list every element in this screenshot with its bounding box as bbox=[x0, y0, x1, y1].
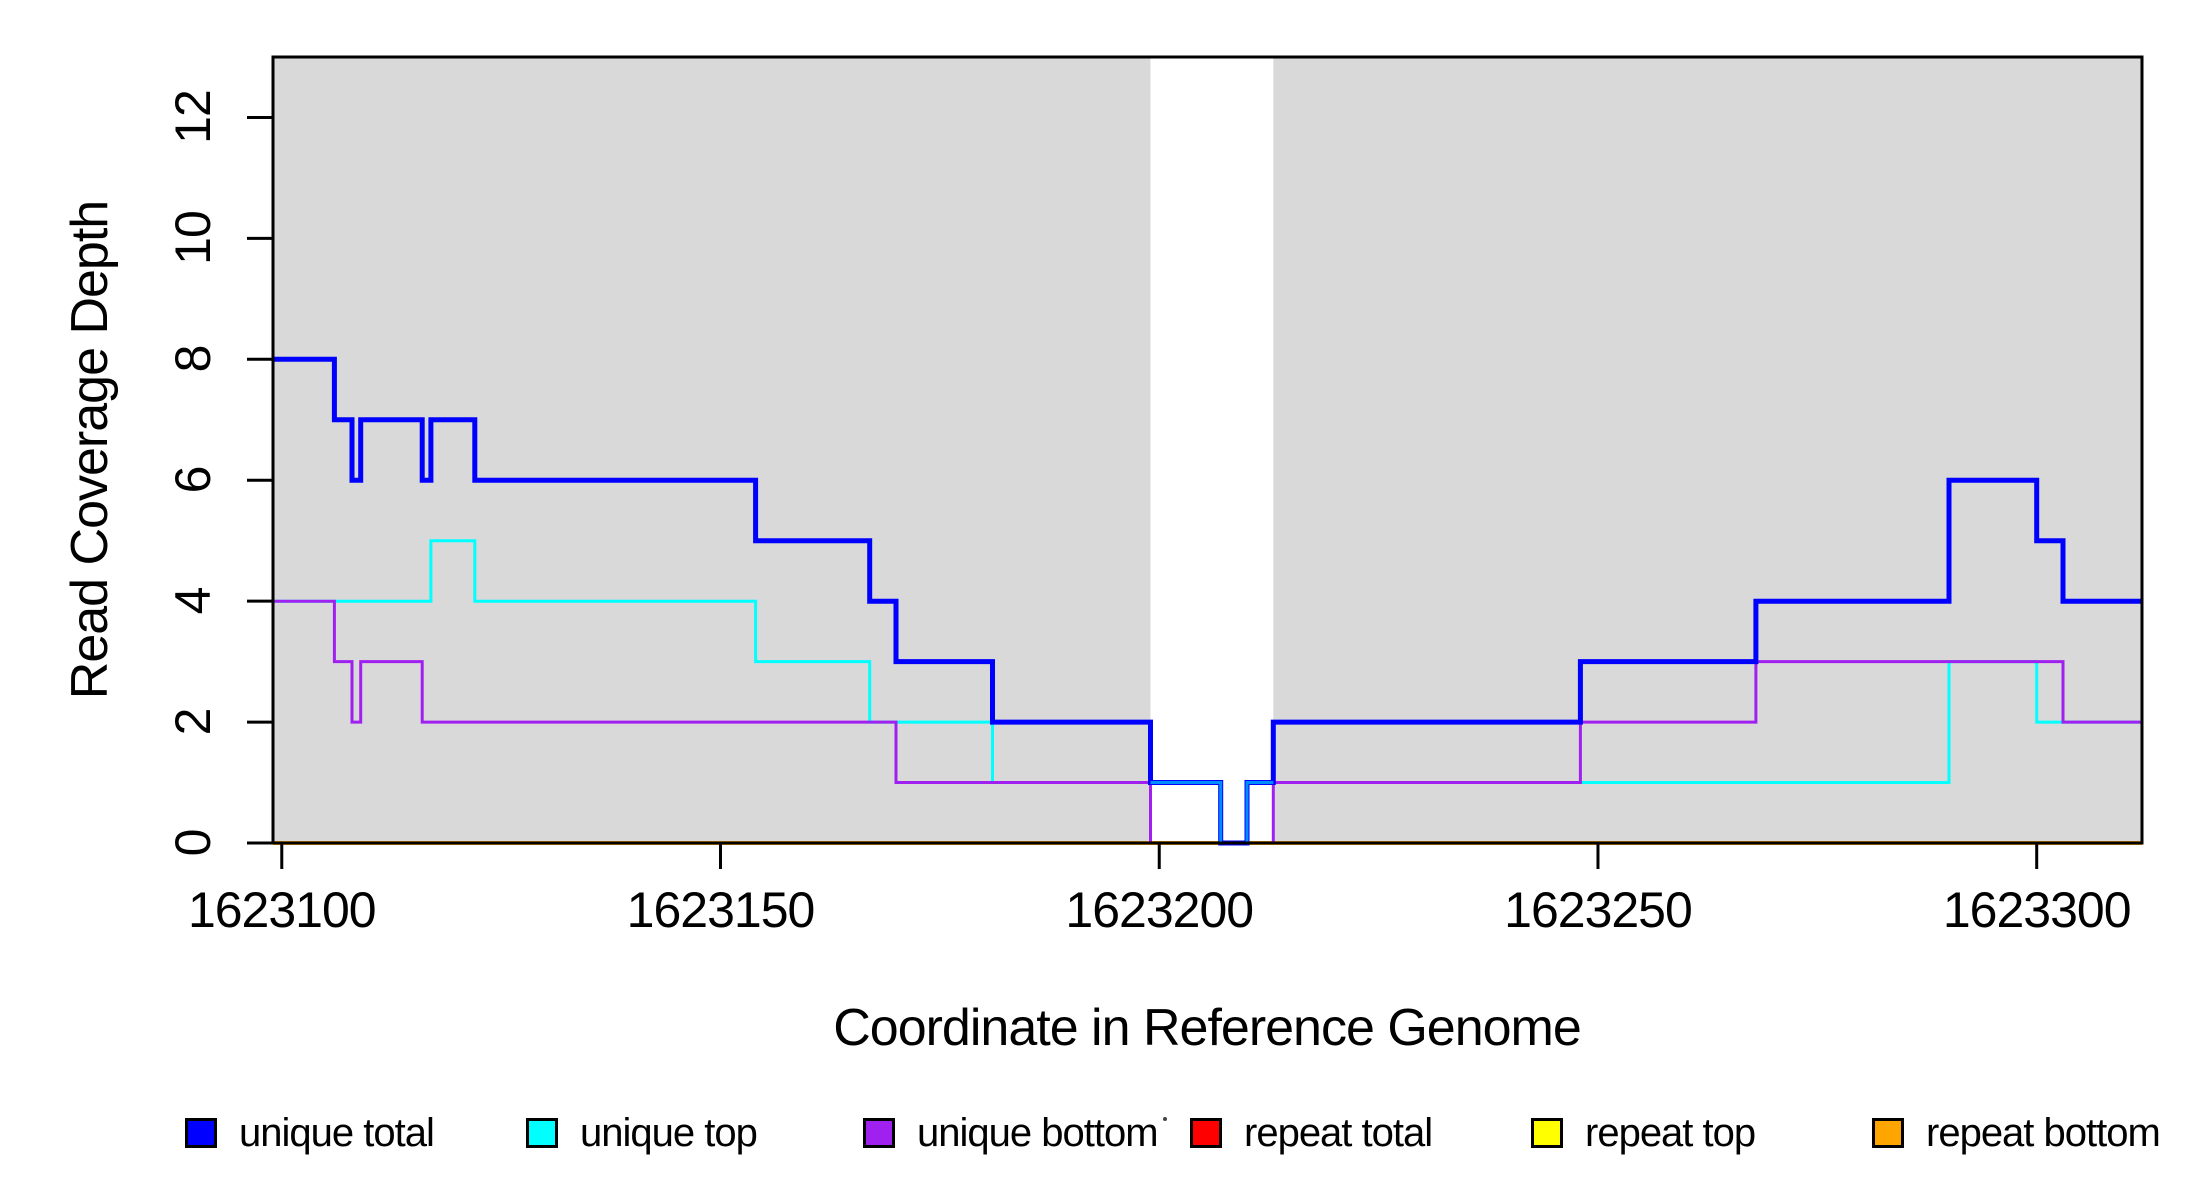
y-axis-title: Read Coverage Depth bbox=[61, 200, 119, 700]
unique-bottom-swatch-icon bbox=[863, 1118, 895, 1148]
x-tick-label: 1623250 bbox=[1504, 882, 1693, 938]
legend-item-repeat-total: repeat total bbox=[1190, 1100, 1433, 1166]
legend-item-repeat-bottom: repeat bottom bbox=[1872, 1100, 2161, 1166]
series-line-unique-total bbox=[273, 356, 2142, 846]
blue-cyan-overlap-line bbox=[1150, 781, 1274, 845]
legend-label: unique total bbox=[239, 1110, 435, 1155]
unique-total-swatch-icon bbox=[185, 1118, 217, 1148]
y-tick-label: 4 bbox=[165, 587, 221, 615]
x-tick-label: 1623300 bbox=[1942, 882, 2132, 938]
y-tick-label: 2 bbox=[165, 708, 221, 736]
series-line-unique-top bbox=[273, 539, 2142, 845]
y-tick-label: 10 bbox=[165, 211, 221, 266]
legend: unique total unique top unique bottom repea… bbox=[0, 1100, 2200, 1170]
shaded-region-2 bbox=[1273, 57, 2142, 843]
x-tick-label: 1623150 bbox=[626, 882, 816, 938]
stray-mark bbox=[1163, 1117, 1167, 1121]
legend-item-unique-top: unique top bbox=[526, 1100, 758, 1166]
x-tick-label: 1623100 bbox=[187, 882, 377, 938]
series-line-unique-bottom bbox=[273, 599, 2142, 845]
y-tick-label: 6 bbox=[165, 466, 221, 494]
legend-label: repeat total bbox=[1244, 1110, 1433, 1155]
unique-top-swatch-icon bbox=[526, 1118, 558, 1148]
legend-item-unique-total: unique total bbox=[185, 1100, 435, 1166]
legend-item-unique-bottom: unique bottom bbox=[863, 1100, 1159, 1166]
y-tick-label: 8 bbox=[165, 345, 221, 373]
legend-label: unique bottom bbox=[917, 1110, 1159, 1155]
legend-item-repeat-top: repeat top bbox=[1531, 1100, 1756, 1166]
x-axis-title: Coordinate in Reference Genome bbox=[833, 999, 1582, 1057]
repeat-total-swatch-icon bbox=[1190, 1118, 1222, 1148]
legend-label: unique top bbox=[580, 1110, 758, 1155]
legend-label: repeat bottom bbox=[1926, 1110, 2161, 1155]
y-tick-label: 0 bbox=[165, 829, 221, 857]
legend-label: repeat top bbox=[1585, 1110, 1756, 1155]
repeat-top-swatch-icon bbox=[1531, 1118, 1563, 1148]
shaded-region-1 bbox=[273, 57, 1151, 843]
y-tick-label: 12 bbox=[165, 90, 221, 145]
x-tick-label: 1623200 bbox=[1065, 882, 1254, 938]
repeat-bottom-swatch-icon bbox=[1872, 1118, 1904, 1148]
plot-border bbox=[271, 55, 2144, 845]
